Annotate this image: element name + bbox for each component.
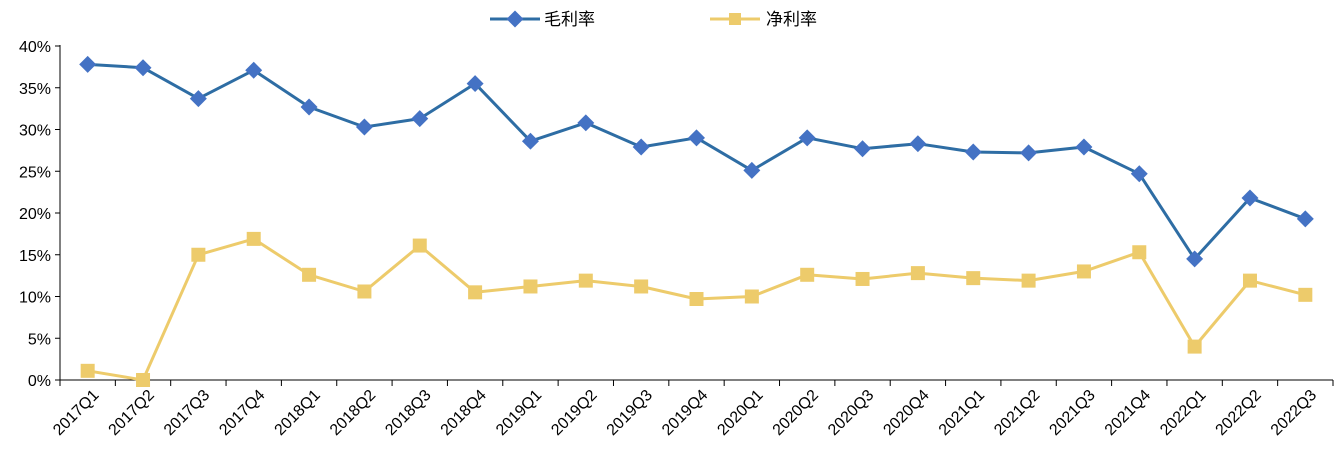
y-tick-label: 0% [28,373,51,390]
data-point-net-margin [744,289,759,304]
x-tick-label: 2022Q3 [1268,387,1320,439]
x-axis-ticks: 2017Q1 2017Q2 2017Q3 2017Q4 2018Q1 2018Q2 2018… [50,380,1334,439]
x-tick-label: 2018Q2 [327,387,379,439]
data-point-gross-margin [743,161,761,179]
data-point-net-margin [1187,339,1202,354]
series-line-gross-margin [87,62,1306,261]
data-point-net-margin [910,266,925,281]
data-point-gross-margin [134,59,152,77]
series-line-net-margin [87,237,1306,382]
x-tick-label: 2018Q1 [272,387,324,439]
legend-marker-net-margin [729,13,741,25]
data-point-net-margin [1132,245,1147,260]
data-point-net-margin [966,271,981,286]
x-tick-label: 2020Q1 [714,387,766,439]
x-tick-label: 2019Q2 [548,387,600,439]
data-point-net-margin [80,363,95,378]
data-point-gross-margin [798,129,816,147]
data-point-net-margin [191,247,206,262]
data-point-gross-margin [1296,210,1314,228]
y-tick-label: 35% [19,81,51,98]
x-tick-label: 2021Q4 [1102,387,1154,439]
y-tick-label: 10% [19,290,51,307]
legend-item-net-margin: 净利率 [710,10,817,30]
x-tick-label: 2021Q2 [991,387,1043,439]
legend-label-net-margin: 净利率 [766,10,817,30]
x-tick-label: 2021Q3 [1046,387,1098,439]
y-tick-label: 5% [28,331,51,348]
data-point-net-margin [800,267,815,282]
data-point-gross-margin [1075,138,1093,156]
x-tick-label: 2022Q2 [1213,387,1265,439]
data-point-gross-margin [355,118,373,136]
data-point-gross-margin [79,55,97,73]
legend-marker-gross-margin [506,10,524,28]
data-point-gross-margin [245,61,263,79]
data-point-net-margin [523,279,538,294]
data-point-net-margin [1021,273,1036,288]
data-point-gross-margin [1020,144,1038,162]
series-layer [79,55,1314,387]
data-point-net-margin [1298,287,1313,302]
data-point-net-margin [468,285,483,300]
data-point-gross-margin [1130,165,1148,183]
legend-item-gross-margin: 毛利率 [490,10,595,30]
data-point-net-margin [689,292,704,307]
x-tick-label: 2020Q3 [825,387,877,439]
data-point-net-margin [246,231,261,246]
y-axis-ticks: 0% 5% 10% 15% 20% 25% 30% 35% 40% [19,39,60,390]
data-point-net-margin [1076,264,1091,279]
data-point-net-margin [412,238,427,253]
x-tick-label: 2022Q1 [1157,387,1209,439]
data-point-net-margin [136,373,151,387]
data-point-net-margin [855,271,870,286]
data-point-gross-margin [300,98,318,116]
data-point-gross-margin [964,143,982,161]
y-tick-label: 20% [19,206,51,223]
data-point-net-margin [634,279,649,294]
data-point-gross-margin [466,75,484,93]
x-tick-label: 2020Q2 [770,387,822,439]
y-tick-label: 30% [19,123,51,140]
y-tick-label: 40% [19,39,51,56]
y-tick-label: 15% [19,248,51,265]
legend-label-gross-margin: 毛利率 [544,10,595,30]
data-point-net-margin [1242,273,1257,288]
data-point-net-margin [302,267,317,282]
data-point-gross-margin [189,90,207,108]
x-tick-label: 2019Q3 [604,387,656,439]
data-point-gross-margin [577,114,595,132]
x-tick-label: 2017Q2 [106,387,158,439]
x-tick-label: 2021Q1 [936,387,988,439]
data-point-net-margin [578,273,593,288]
x-tick-label: 2019Q4 [659,387,711,439]
y-tick-label: 25% [19,164,51,181]
x-tick-label: 2020Q4 [880,387,932,439]
chart-legend: 毛利率 净利率 [490,10,817,30]
data-point-net-margin [357,284,372,299]
x-tick-label: 2017Q1 [50,387,102,439]
data-point-gross-margin [854,140,872,158]
data-point-gross-margin [909,135,927,153]
x-tick-label: 2019Q1 [493,387,545,439]
x-tick-label: 2017Q3 [161,387,213,439]
x-tick-label: 2018Q4 [438,387,490,439]
data-point-gross-margin [411,110,429,128]
x-tick-label: 2018Q3 [382,387,434,439]
data-point-gross-margin [632,138,650,156]
x-tick-label: 2017Q4 [216,387,268,439]
data-point-gross-margin [688,129,705,147]
data-point-gross-margin [521,132,539,150]
